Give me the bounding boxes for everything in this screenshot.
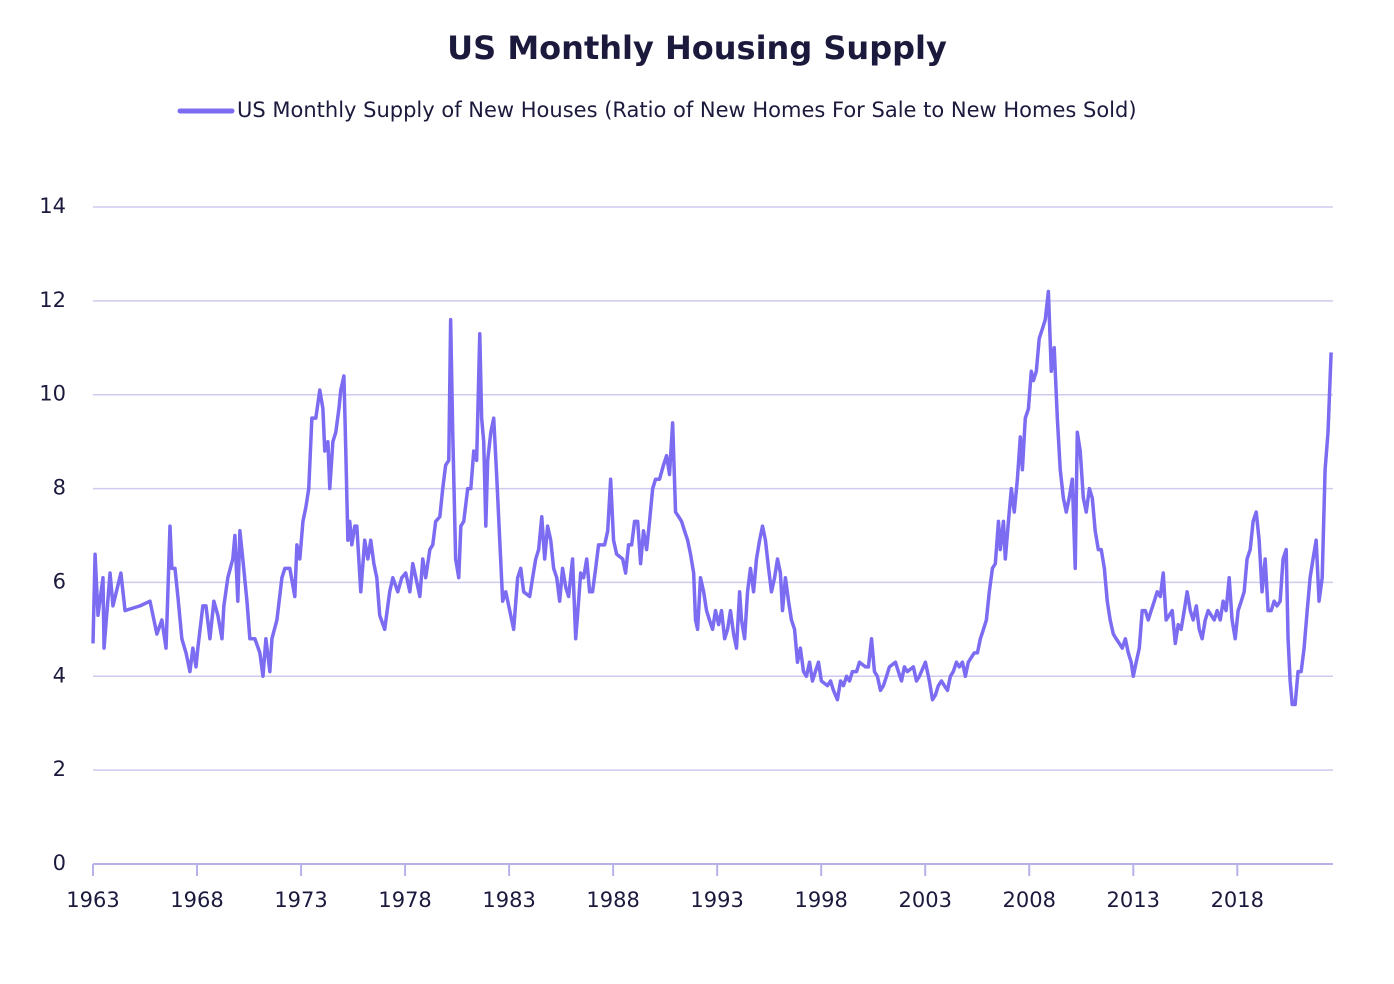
x-tick-label: 1978 xyxy=(378,888,431,912)
x-tick-label: 1993 xyxy=(690,888,743,912)
y-tick-label: 2 xyxy=(53,757,66,781)
y-tick-label: 8 xyxy=(53,476,66,500)
chart-title: US Monthly Housing Supply xyxy=(447,29,947,67)
data-line xyxy=(91,289,1333,707)
y-tick-label: 10 xyxy=(39,382,66,406)
y-tick-label: 14 xyxy=(39,194,66,218)
x-tick-label: 2008 xyxy=(1003,888,1056,912)
x-tick-label: 1973 xyxy=(274,888,327,912)
legend-label: US Monthly Supply of New Houses (Ratio o… xyxy=(237,98,1137,122)
y-tick-label: 12 xyxy=(39,288,66,312)
y-tick-label: 0 xyxy=(53,851,66,875)
y-tick-label: 6 xyxy=(53,569,66,593)
x-tick-label: 1988 xyxy=(586,888,639,912)
x-tick-label: 1963 xyxy=(66,888,119,912)
y-tick-label: 4 xyxy=(53,663,66,687)
x-tick-label: 1968 xyxy=(170,888,223,912)
x-tick-label: 1998 xyxy=(794,888,847,912)
x-tick-label: 2013 xyxy=(1107,888,1160,912)
x-tick-label: 1983 xyxy=(482,888,535,912)
x-tick-label: 2018 xyxy=(1211,888,1264,912)
x-tick-label: 2003 xyxy=(898,888,951,912)
